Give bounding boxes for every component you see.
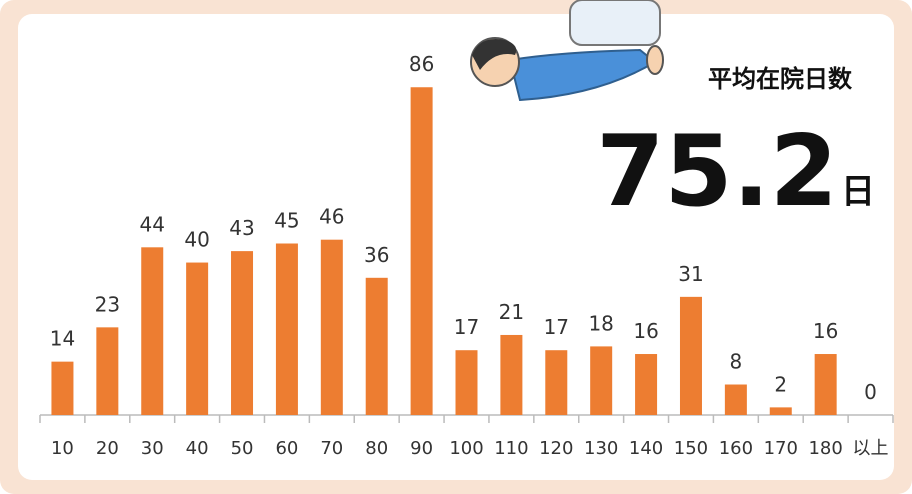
data-label: 17 <box>454 315 479 339</box>
bar <box>141 247 164 415</box>
bar <box>500 334 523 415</box>
x-tick-label: 110 <box>494 438 528 459</box>
x-tick-label: 150 <box>674 438 708 459</box>
data-label: 18 <box>588 311 613 335</box>
data-label: 21 <box>499 300 524 324</box>
annotation-unit: 日 <box>841 172 875 212</box>
data-label: 0 <box>864 380 877 404</box>
bar <box>51 361 74 415</box>
x-tick-label: 180 <box>808 438 842 459</box>
bar <box>590 346 613 415</box>
x-tick-label: 50 <box>231 438 254 459</box>
annotation-title: 平均在院日数 <box>708 65 853 93</box>
x-tick-label: 140 <box>629 438 663 459</box>
bar <box>365 277 388 415</box>
bar <box>635 354 658 415</box>
x-tick-label: 20 <box>96 438 119 459</box>
illustration <box>470 0 664 102</box>
data-label: 2 <box>774 372 787 396</box>
bar <box>724 384 747 415</box>
x-tick-label: 100 <box>449 438 483 459</box>
data-label: 16 <box>813 319 838 343</box>
bar <box>275 243 298 415</box>
data-label: 8 <box>730 350 743 374</box>
bar <box>455 350 478 415</box>
x-tick-label: 40 <box>186 438 209 459</box>
data-label: 45 <box>274 209 299 233</box>
data-label: 36 <box>364 243 389 267</box>
x-tick-label: 120 <box>539 438 573 459</box>
data-label: 40 <box>184 228 209 252</box>
data-label: 17 <box>544 315 569 339</box>
x-tick-label: 60 <box>275 438 298 459</box>
bar <box>231 251 254 415</box>
bar <box>96 327 119 415</box>
bar <box>679 296 702 415</box>
x-tick-label: 160 <box>719 438 753 459</box>
data-label: 44 <box>140 212 165 236</box>
bar <box>545 350 568 415</box>
x-tick-label: 130 <box>584 438 618 459</box>
data-label: 46 <box>319 205 344 229</box>
x-tick-label: 70 <box>320 438 343 459</box>
data-label: 86 <box>409 52 434 76</box>
data-label: 31 <box>678 262 703 286</box>
x-tick-label: 90 <box>410 438 433 459</box>
x-tick-label: 10 <box>51 438 74 459</box>
bar <box>769 407 792 415</box>
bar <box>186 262 209 415</box>
bar <box>410 87 433 415</box>
annotation-value: 75.2 <box>596 115 838 229</box>
x-tick-label: 80 <box>365 438 388 459</box>
data-label: 14 <box>50 327 75 351</box>
x-tick-label: 以上 <box>853 438 889 459</box>
x-tick-label: 170 <box>764 438 798 459</box>
data-label: 23 <box>95 292 120 316</box>
data-label: 43 <box>229 216 254 240</box>
x-tick-label: 30 <box>141 438 164 459</box>
bar <box>814 354 837 415</box>
bar <box>320 239 343 415</box>
data-label: 16 <box>633 319 658 343</box>
